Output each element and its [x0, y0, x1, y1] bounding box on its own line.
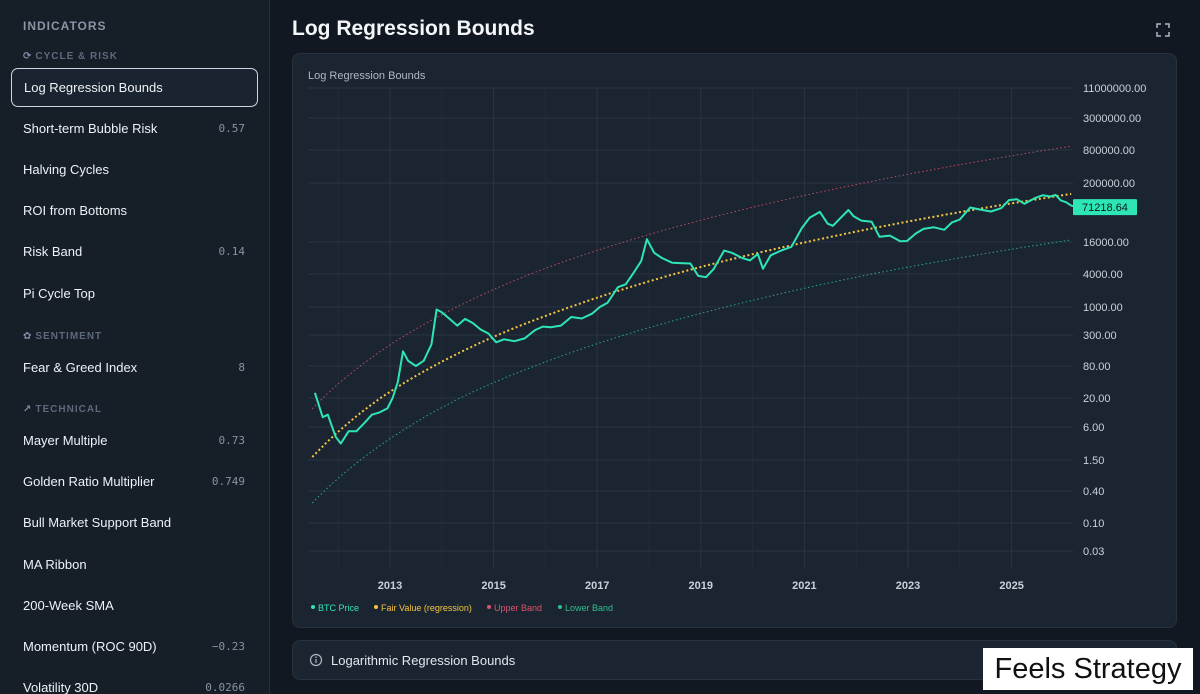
cycle-icon: ⟳: [23, 51, 33, 62]
sidebar-item-label: Volatility 30D: [23, 680, 99, 694]
section-cycle-risk: ⟳ CYCLE & RISK: [23, 51, 118, 62]
section-sentiment: ✿ SENTIMENT: [23, 331, 102, 342]
y-tick-label: 16000.00: [1083, 237, 1129, 249]
sidebar-item-label: Risk Band: [23, 244, 83, 259]
legend-label: Upper Band: [494, 603, 542, 613]
watermark: Feels Strategy: [983, 648, 1193, 690]
y-tick-label: 0.03: [1083, 546, 1104, 558]
sidebar-item-label: Fear & Greed Index: [23, 360, 138, 375]
y-tick-label: 4000.00: [1083, 269, 1123, 281]
sidebar-item-bull-market-support-band[interactable]: Bull Market Support Band: [11, 503, 258, 542]
btc-price-line: [313, 193, 1077, 445]
x-tick-label: 2021: [792, 580, 816, 592]
sidebar-item-momentum-roc-90d[interactable]: Momentum (ROC 90D) −0.23: [11, 627, 258, 666]
y-tick-label: 200000.00: [1083, 178, 1135, 190]
chart-title: Log Regression Bounds: [308, 70, 426, 82]
legend-dot: [487, 605, 491, 609]
x-tick-label: 2019: [689, 580, 713, 592]
y-tick-label: 6.00: [1083, 422, 1104, 434]
x-tick-label: 2015: [481, 580, 505, 592]
x-tick-label: 2025: [999, 580, 1023, 592]
sidebar-item-200-week-sma[interactable]: 200-Week SMA: [11, 586, 258, 625]
sidebar-item-short-term-bubble-risk[interactable]: Short-term Bubble Risk 0.57: [11, 109, 258, 148]
sidebar-item-label: Bull Market Support Band: [23, 515, 172, 530]
sidebar-item-label: Mayer Multiple: [23, 433, 108, 448]
info-card-label: Logarithmic Regression Bounds: [331, 652, 516, 668]
sidebar-item-pi-cycle-top[interactable]: Pi Cycle Top: [11, 274, 258, 313]
sidebar-item-value: 0.0266: [205, 681, 245, 694]
sidebar-item-mayer-multiple[interactable]: Mayer Multiple 0.73: [11, 421, 258, 460]
info-icon: [309, 653, 323, 667]
chart: Log Regression Bounds 11000000.00 3000000…: [308, 70, 1146, 613]
last-price-label: 71218.64: [1082, 202, 1128, 214]
sidebar-item-value: 0.749: [211, 475, 245, 488]
y-tick-label: 80.00: [1083, 361, 1111, 373]
sidebar-item-label: MA Ribbon: [23, 557, 87, 572]
x-tick-label: 2017: [585, 580, 609, 592]
sidebar-item-label: Halving Cycles: [23, 162, 109, 177]
legend-label: Fair Value (regression): [381, 603, 472, 613]
sidebar-item-value: 8: [238, 361, 245, 374]
sidebar-item-label: ROI from Bottoms: [23, 203, 128, 218]
expand-button[interactable]: [1153, 20, 1173, 40]
upper-band-line: [311, 145, 1072, 410]
y-tick-label: 1000.00: [1083, 302, 1123, 314]
legend-dot: [558, 605, 562, 609]
legend-label: Lower Band: [565, 603, 613, 613]
last-price-badge: [1073, 199, 1137, 216]
sidebar-item-label: 200-Week SMA: [23, 598, 114, 613]
y-tick-label: 800000.00: [1083, 145, 1135, 157]
legend-label: BTC Price: [318, 603, 359, 613]
sidebar-item-value: 0.73: [218, 434, 246, 447]
section-title: TECHNICAL: [35, 404, 103, 415]
sidebar-item-fear-greed-index[interactable]: Fear & Greed Index 8: [11, 348, 258, 387]
y-tick-label: 11000000.00: [1083, 83, 1146, 95]
sidebar-item-risk-band[interactable]: Risk Band 0.14: [11, 232, 258, 271]
y-tick-label: 0.40: [1083, 486, 1104, 498]
expand-icon: [1156, 23, 1170, 37]
sidebar-item-volatility-30d[interactable]: Volatility 30D 0.0266: [11, 668, 258, 694]
lower-band-line: [311, 239, 1072, 504]
sidebar-item-value: 0.57: [218, 122, 246, 135]
y-tick-label: 3000000.00: [1083, 113, 1141, 125]
sidebar-item-label: Momentum (ROC 90D): [23, 639, 157, 654]
sidebar-item-label: Short-term Bubble Risk: [23, 121, 158, 136]
sidebar-item-label: Pi Cycle Top: [23, 286, 96, 301]
sidebar-item-label: Golden Ratio Multiplier: [23, 474, 155, 489]
sidebar-header: INDICATORS: [23, 19, 107, 33]
sidebar-item-halving-cycles[interactable]: Halving Cycles: [11, 150, 258, 189]
sidebar-item-value: 0.14: [218, 245, 246, 258]
sidebar-item-golden-ratio-multiplier[interactable]: Golden Ratio Multiplier 0.749: [11, 462, 258, 501]
page-title: Log Regression Bounds: [292, 17, 535, 40]
y-tick-label: 1.50: [1083, 455, 1104, 467]
brain-icon: ✿: [23, 331, 33, 342]
sidebar-item-value: −0.23: [211, 640, 245, 653]
chart-card: Log Regression Bounds 11000000.00 3000000…: [292, 53, 1177, 628]
section-title: SENTIMENT: [35, 331, 103, 342]
legend-dot: [311, 605, 315, 609]
y-tick-label: 300.00: [1083, 330, 1117, 342]
sidebar-item-roi-from-bottoms[interactable]: ROI from Bottoms: [11, 191, 258, 230]
x-tick-label: 2023: [896, 580, 920, 592]
y-tick-label: 0.10: [1083, 518, 1104, 530]
legend-dot: [374, 605, 378, 609]
section-technical: ↗ TECHNICAL: [23, 404, 102, 415]
sidebar-item-label: Log Regression Bounds: [24, 80, 163, 95]
section-title: CYCLE & RISK: [35, 51, 118, 62]
x-tick-label: 2013: [378, 580, 402, 592]
sidebar-item-ma-ribbon[interactable]: MA Ribbon: [11, 545, 258, 584]
sidebar-item-log-regression-bounds[interactable]: Log Regression Bounds: [11, 68, 258, 107]
fair-value-line: [311, 192, 1072, 458]
y-tick-label: 20.00: [1083, 393, 1111, 405]
sidebar: INDICATORS ⟳ CYCLE & RISK Log Regression…: [0, 0, 270, 694]
chart-up-icon: ↗: [23, 404, 33, 415]
